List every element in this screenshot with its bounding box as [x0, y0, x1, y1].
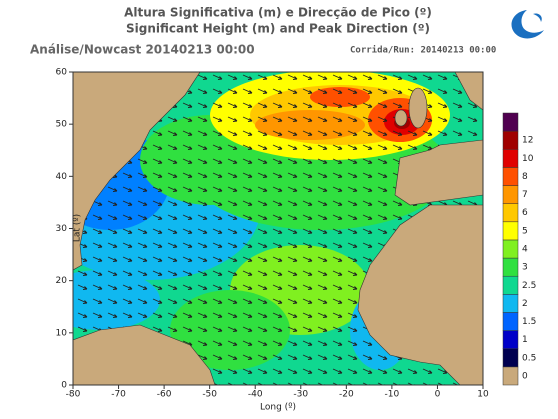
colorbar-label: 2 [522, 299, 528, 309]
colorbar-swatch [502, 203, 519, 223]
title-pt: Altura Significativa (m) e Direcção de P… [124, 6, 432, 20]
colorbar-swatch [502, 149, 519, 168]
y-tick-label: 40 [56, 172, 68, 182]
colorbar-label: 2.5 [522, 281, 536, 291]
colorbar-swatch [502, 312, 519, 331]
y-tick-label: 50 [56, 120, 68, 130]
colorbar-label: 8 [522, 172, 528, 182]
colorbar-swatch [502, 275, 519, 295]
colorbar-swatch [502, 257, 519, 277]
x-tick-label: -50 [202, 390, 217, 400]
colorbar-label: 10 [522, 154, 534, 164]
colorbar-swatch [502, 330, 519, 349]
x-tick-label: 10 [477, 390, 489, 400]
x-tick-label: -20 [339, 390, 354, 400]
colorbar-label: 0 [522, 371, 528, 381]
colorbar-label: 12 [522, 136, 533, 146]
x-tick-label: -30 [293, 390, 308, 400]
colorbar-swatch [502, 221, 519, 241]
colorbar-label: 0.5 [522, 353, 536, 363]
logo [511, 10, 544, 39]
colorbar-swatch [502, 348, 519, 368]
y-tick-label: 0 [61, 381, 67, 391]
y-tick-label: 10 [56, 328, 68, 338]
colorbar-swatch [502, 185, 519, 204]
colorbar-swatch [502, 366, 519, 386]
colorbar-swatch [502, 112, 519, 132]
x-tick-label: -70 [111, 390, 126, 400]
title-en: Significant Height (m) and Peak Directio… [126, 22, 430, 36]
colorbar: 0 0.5 1 1.5 2 2.5 3 4 5 6 7 8 10 12 [502, 112, 536, 386]
x-axis-label: Long (º) [260, 403, 296, 413]
colorbar-swatch [502, 294, 519, 313]
colorbar-label: 1 [522, 335, 528, 345]
colorbar-swatch [502, 239, 519, 259]
x-tick-label: -60 [157, 390, 172, 400]
y-tick-label: 30 [56, 224, 68, 234]
x-tick-label: -10 [385, 390, 400, 400]
colorbar-label: 3 [522, 263, 528, 273]
colorbar-label: 6 [522, 208, 528, 218]
x-tick-label: 0 [435, 390, 441, 400]
colorbar-swatch [502, 167, 519, 186]
colorbar-label: 7 [522, 190, 528, 200]
colorbar-label: 5 [522, 226, 528, 236]
run-label: Corrida/Run: 20140213 00:00 [350, 45, 496, 56]
y-axis-label: Lat (º) [73, 214, 83, 242]
colorbar-swatch [502, 130, 519, 150]
x-tick-label: -80 [66, 390, 81, 400]
colorbar-label: 1.5 [522, 317, 536, 327]
colorbar-label: 4 [522, 245, 528, 255]
x-tick-label: -40 [248, 390, 263, 400]
analysis-label: Análise/Nowcast 20140213 00:00 [30, 43, 255, 57]
y-tick-label: 60 [56, 68, 68, 78]
map [73, 72, 483, 385]
y-tick-label: 20 [56, 276, 68, 286]
